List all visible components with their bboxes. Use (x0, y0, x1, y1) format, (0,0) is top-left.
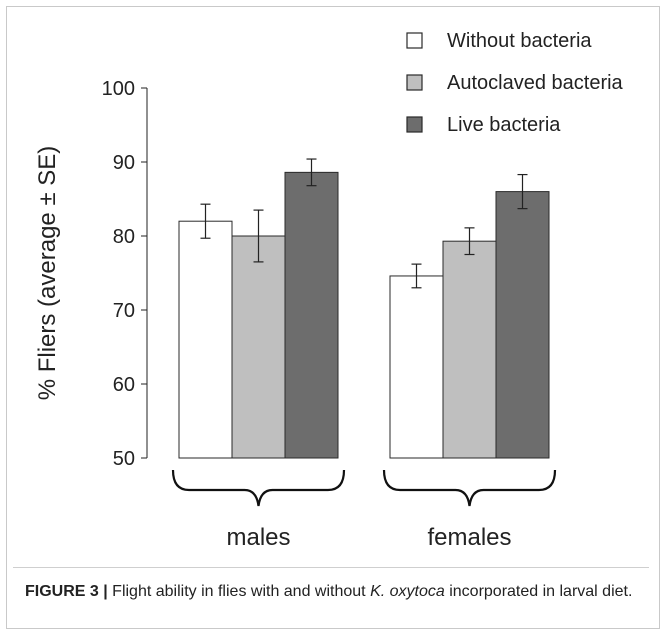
bar-chart: 50 60 70 80 90 100 % Fliers (average ± SE) male… (34, 30, 624, 551)
bar (284, 171, 339, 459)
legend-label: Without bacteria (447, 30, 592, 52)
group-brace (171, 469, 346, 507)
caption-text-after: incorporated in larval diet. (444, 583, 633, 600)
bar (442, 240, 497, 459)
bar (389, 275, 444, 459)
caption-species: K. oxytoca (370, 583, 445, 600)
caption-divider (13, 567, 649, 568)
y-tick-label: 70 (113, 300, 135, 322)
legend-swatch (406, 32, 423, 49)
figure-caption: FIGURE 3 | Flight ability in flies with … (25, 581, 655, 603)
caption-text-before: Flight ability in flies with and without (107, 583, 371, 600)
legend-label: Autoclaved bacteria (447, 72, 624, 94)
y-axis-title: % Fliers (average ± SE) (34, 146, 61, 401)
bar (231, 235, 286, 459)
y-tick-label: 60 (113, 374, 135, 396)
figure-frame: 50 60 70 80 90 100 % Fliers (average ± SE) male… (6, 6, 660, 629)
legend-swatch (406, 74, 423, 91)
y-tick-label: 50 (113, 448, 135, 470)
bar (495, 191, 550, 459)
bar (178, 220, 233, 459)
caption-label: FIGURE 3 | (25, 583, 108, 600)
y-tick-label: 100 (102, 78, 135, 100)
group-brace (382, 469, 557, 507)
x-category-label: males (226, 524, 290, 551)
y-tick-label: 80 (113, 226, 135, 248)
x-category-label: females (427, 524, 511, 551)
legend-label: Live bacteria (447, 114, 561, 136)
y-tick-label: 90 (113, 152, 135, 174)
legend-swatch (406, 116, 423, 133)
